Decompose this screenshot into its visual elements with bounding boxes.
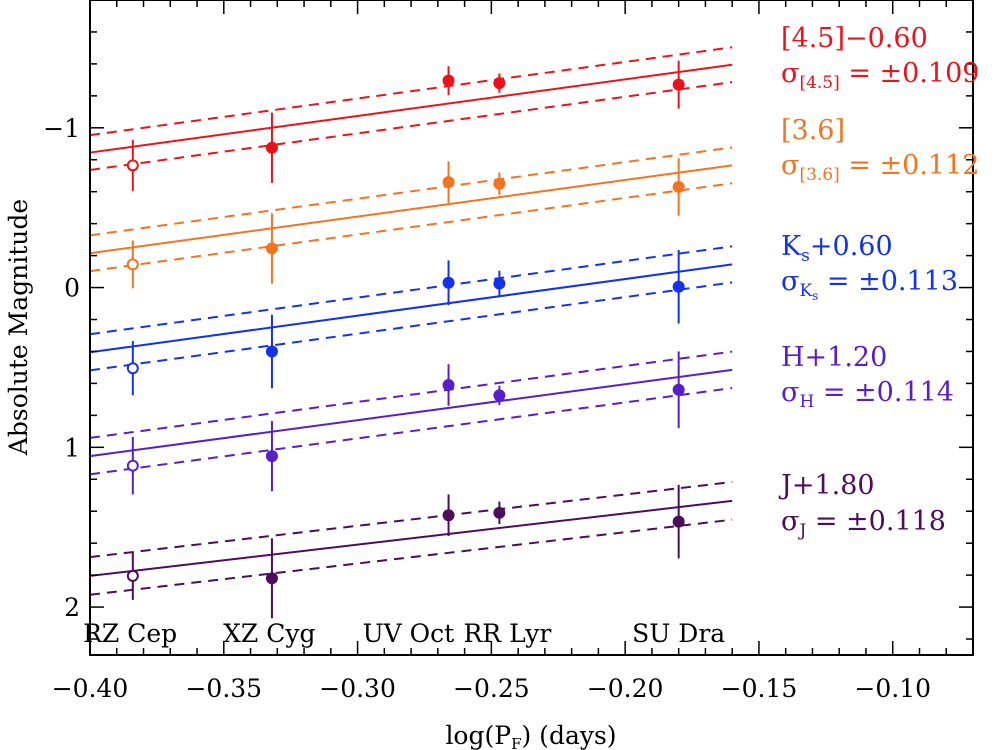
data-point-ks-3 [493,277,506,290]
data-point-j-1 [265,572,278,585]
sigma-sub: K [799,281,812,301]
data-point-h-4 [672,383,685,396]
x-tick-label: −0.20 [587,674,664,703]
data-point-j-2 [442,509,455,522]
data-point-ks-1 [265,345,278,358]
series-label-sub: s [801,246,810,266]
sigma-symbol: σ [781,58,799,89]
data-point-h-0 [126,459,139,472]
data-point-36-2 [442,176,455,189]
data-point-ks-2 [442,276,455,289]
sigma-band-upper-ks [89,245,733,336]
fit-line-ks [89,263,733,354]
sigma-symbol: σ [781,150,799,181]
data-point-ks-0 [126,362,139,375]
data-point-45-3 [493,77,506,90]
axes [89,0,974,655]
data-point-h-3 [493,389,506,402]
y-tick-label: −1 [43,114,80,143]
x-axis-title: log(PF) (days) [445,721,616,750]
series-label-4: J+1.80 [778,470,875,501]
star-name-label: RZ Cep [83,619,177,648]
sigma-subsub: s [812,289,818,303]
x-axis-title-main: log(P [445,721,511,750]
sigma-band-lower-45 [89,81,733,171]
fit-line-36 [89,164,733,255]
sigma-band-lower-ks [89,281,733,372]
labels: −0.40 −0.35 −0.30 −0.25 −0.20 −0.15 −0.10 −1 0 1 2… [4,23,979,750]
series-label-1: [3.6] [781,115,845,146]
x-tick-label: −0.25 [453,674,530,703]
sigma-band-lower-h [89,387,733,476]
data-point-j-3 [493,506,506,519]
series-label-main: [4.5]−0.60 [781,23,928,54]
series-label-main: J+1.80 [778,470,875,501]
sigma-symbol: σ [781,266,799,297]
x-tick-label: −0.10 [854,674,931,703]
sigma-value: = ±0.114 [814,377,954,408]
series-label-main: H+1.20 [781,342,887,373]
data-point-45-0 [126,159,139,172]
x-axis-title-sub: F [511,735,521,750]
data-point-36-4 [672,180,685,193]
star-name-label: XZ Cyg [223,619,315,648]
sigma-sub: [3.6] [799,165,839,185]
sigma-value: = ±0.112 [840,150,980,181]
series-sigma-1: σ[3.6] = ±0.112 [781,150,979,185]
sigma-value: = ±0.113 [818,266,958,297]
y-tick-label: 2 [64,593,80,622]
y-axis-title: Absolute Magnitude [4,199,33,456]
y-tick-label: 0 [64,274,80,303]
sigma-value: = ±0.118 [806,506,946,537]
fit-line-45 [89,63,733,154]
series-label-tail: +0.60 [810,231,893,262]
data-point-h-1 [265,450,278,463]
star-name-label: UV Oct [363,619,455,648]
series-sigma-0: σ[4.5] = ±0.109 [781,58,979,93]
data-point-36-0 [126,258,139,271]
series-label-2: Ks+0.60 [781,231,893,266]
star-name-label: SU Dra [632,619,725,648]
series-label-0: [4.5]−0.60 [781,23,928,54]
sigma-band-lower-36 [89,182,733,273]
y-tick-label: 1 [64,433,80,462]
data-point-45-2 [442,74,455,87]
data-point-ks-4 [672,280,685,293]
data-point-36-3 [493,177,506,190]
sigma-value: = ±0.109 [840,58,980,89]
sigma-band-upper-45 [89,46,733,137]
x-tick-label: −0.35 [185,674,262,703]
plot-area [89,46,733,619]
data-point-j-4 [672,515,685,528]
sigma-symbol: σ [781,377,799,408]
data-point-45-4 [672,78,685,91]
sigma-band-upper-36 [89,146,733,237]
sigma-sub: H [799,392,814,412]
series-label-main: K [781,231,802,262]
star-name-label: RR Lyr [463,619,551,648]
fit-line-j [89,499,733,577]
x-tick-label: −0.30 [319,674,396,703]
series-sigma-2: σKs = ±0.113 [781,266,958,303]
series-sigma-3: σH = ±0.114 [781,377,954,412]
sigma-symbol: σ [781,506,799,537]
sigma-band-upper-j [89,480,733,559]
data-point-h-2 [442,379,455,392]
series-label-main: [3.6] [781,115,845,146]
sigma-sub: [4.5] [799,73,839,93]
series-sigma-4: σJ = ±0.118 [781,506,946,541]
plot-frame [89,0,974,656]
sigma-sub: J [797,521,806,541]
sigma-band-upper-h [89,350,733,439]
x-tick-label: −0.40 [52,674,129,703]
data-point-45-1 [265,141,278,154]
fit-line-h [89,368,733,458]
series-label-3: H+1.20 [781,342,887,373]
data-point-36-1 [265,242,278,255]
x-tick-label: −0.15 [721,674,798,703]
sigma-band-lower-j [89,518,733,596]
data-point-j-0 [126,569,139,582]
x-axis-title-tail: ) (days) [521,721,616,750]
